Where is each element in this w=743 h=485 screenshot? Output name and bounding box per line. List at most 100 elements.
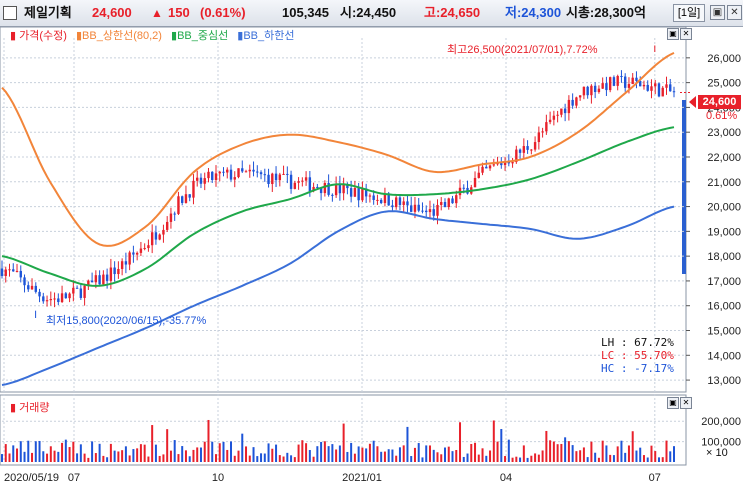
candle-body <box>496 163 499 165</box>
volume-bar <box>642 455 645 462</box>
candle-body <box>199 177 203 184</box>
volume-bar <box>230 441 233 462</box>
candle-body <box>312 186 315 192</box>
candle-body <box>338 183 342 194</box>
panel-menu-button[interactable]: ▣ <box>667 28 679 40</box>
stock-name: 제일기획 <box>24 5 72 20</box>
volume-bar <box>489 450 492 462</box>
volume-bar <box>507 439 510 462</box>
volume-bar <box>511 457 514 462</box>
price-change-pct: (0.61%) <box>200 5 246 20</box>
candle-body <box>45 300 49 302</box>
candle-body <box>601 83 604 89</box>
volume-bar <box>440 454 443 462</box>
legend-middle-band: ▮BB_중심선 <box>171 30 229 42</box>
low-annotation: 최저15,800(2020/06/15),-35.77% <box>46 315 207 327</box>
close-icon[interactable]: ✕ <box>727 5 742 20</box>
volume-bar <box>323 441 326 462</box>
volume-bar <box>12 445 15 462</box>
candle-body <box>492 164 495 166</box>
vol-ytick-label: 100,000 <box>701 437 741 449</box>
candle-body <box>669 84 672 92</box>
volume-bar <box>383 451 386 462</box>
volume-bar <box>609 454 612 462</box>
middle-band-line <box>1 126 675 287</box>
volume-bar <box>181 446 184 462</box>
candle-body <box>53 298 56 300</box>
scroll-indicator <box>682 100 686 274</box>
volume-bar <box>631 431 634 462</box>
candle-body <box>646 84 649 91</box>
candle-body <box>578 95 582 98</box>
candle-body <box>436 204 439 216</box>
candle-body <box>571 99 574 106</box>
candle-body <box>364 188 368 197</box>
candle-body <box>181 196 184 203</box>
market-cap: 시총:28,300억 <box>566 5 646 20</box>
candle-body <box>57 298 60 303</box>
ytick-label: 16,000 <box>707 301 741 313</box>
candle-body <box>518 149 522 153</box>
volume-bar <box>316 446 319 462</box>
volume-bar <box>83 453 86 462</box>
volume-bar <box>342 423 345 462</box>
candle-body <box>83 285 86 298</box>
candle-body <box>79 288 83 298</box>
volume-bar <box>222 441 225 462</box>
candle-body <box>124 261 128 265</box>
volume-bar <box>368 443 371 462</box>
volume-bar <box>335 449 338 462</box>
volume-bar <box>541 450 544 462</box>
candle-body <box>109 267 113 281</box>
volume-bar <box>102 455 105 462</box>
volume-bar <box>301 440 304 462</box>
volume-bar <box>4 444 7 462</box>
volume-bar <box>428 445 431 462</box>
ytick-label: 19,000 <box>707 226 741 238</box>
xtick-label: 2020/05/19 <box>4 472 59 484</box>
candle-body <box>556 114 559 116</box>
maximize-icon[interactable]: ▣ <box>710 5 725 20</box>
period-selector[interactable]: [1일] <box>673 4 705 22</box>
candle-body <box>128 252 131 265</box>
volume-bar <box>522 445 525 462</box>
xtick-label: 07 <box>68 472 80 484</box>
volume-bar <box>582 447 585 462</box>
candle-body <box>631 77 634 85</box>
volume-bar <box>616 446 619 462</box>
candle-body <box>165 221 169 230</box>
volume-bar <box>87 457 90 462</box>
candle-body <box>207 171 210 179</box>
candle-body <box>271 173 274 185</box>
volume-bar <box>669 451 672 462</box>
volume-bar <box>481 448 484 462</box>
open-price: 시:24,450 <box>340 5 397 20</box>
panel-close-button[interactable]: ✕ <box>680 28 692 40</box>
candle-body <box>38 291 41 297</box>
volume-bar <box>447 446 450 462</box>
volume-bar <box>98 443 101 462</box>
candle-body <box>635 77 638 82</box>
volume-bar <box>462 456 465 462</box>
select-checkbox[interactable] <box>3 6 17 20</box>
candle-body <box>623 76 627 88</box>
volume-bar <box>320 441 323 462</box>
volume-bar <box>282 456 285 462</box>
candle-body <box>98 275 101 285</box>
candle-body <box>376 199 379 201</box>
volume-bar <box>350 442 353 462</box>
candle-body <box>530 149 533 151</box>
volume-bar <box>109 443 112 462</box>
vol-ytick-label: 200,000 <box>701 416 741 428</box>
volume-bar <box>361 447 364 462</box>
volume-bar <box>263 453 266 462</box>
volume-bar <box>94 453 97 462</box>
candle-body <box>0 268 4 276</box>
volume-bar <box>646 457 649 462</box>
xtick-label: 07 <box>649 472 661 484</box>
volume-bar <box>207 419 210 462</box>
volume-bar <box>312 456 315 462</box>
volume-bar <box>61 442 64 462</box>
volume-close-button[interactable]: ✕ <box>680 397 692 409</box>
volume-menu-button[interactable]: ▣ <box>667 397 679 409</box>
